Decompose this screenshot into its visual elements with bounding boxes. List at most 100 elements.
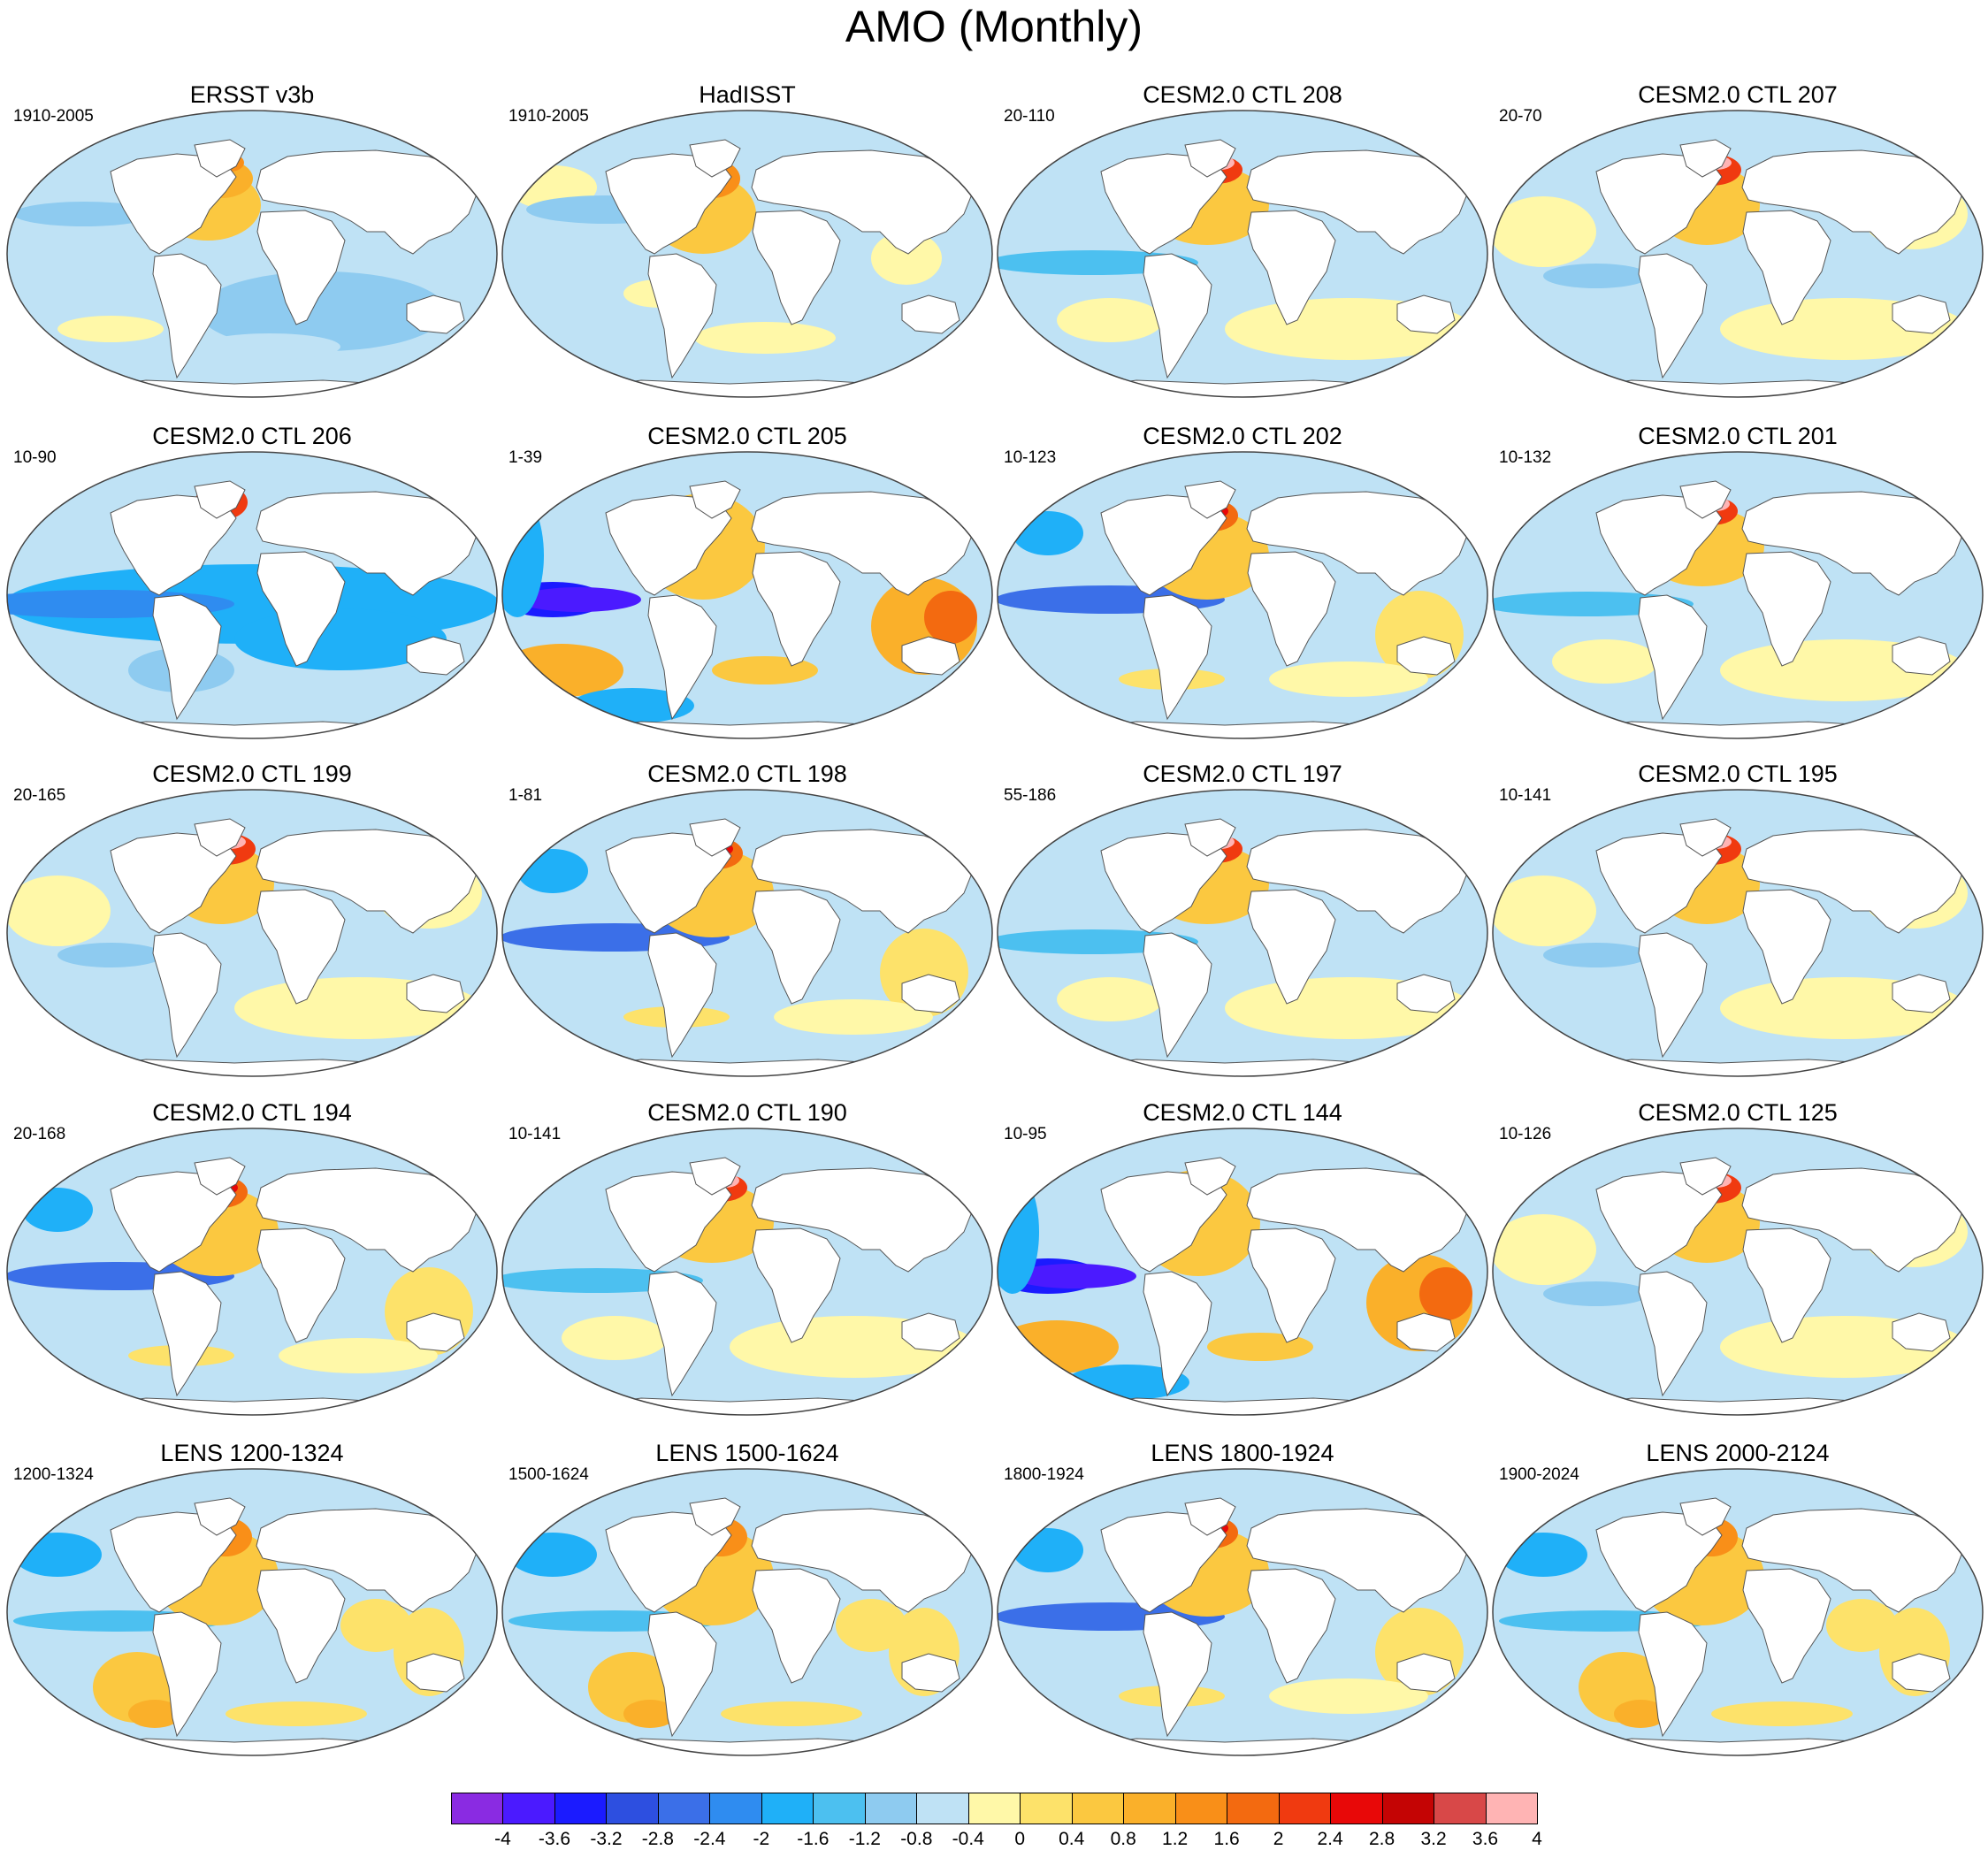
land-eurasia [751,491,974,596]
colorbar-tick-label: -1.2 [848,1829,881,1849]
world-map [501,789,993,1077]
colorbar-tick-label: 2.8 [1368,1829,1395,1849]
panel-year-range: 10-90 [13,448,57,467]
colorbar-swatch [657,1793,711,1824]
anomaly-contour [7,218,497,289]
panel-title: CESM2.0 CTL 197 [1143,761,1342,787]
land-eurasia [1741,1167,1964,1273]
anomaly-contour [871,232,942,285]
map-panel: CESM2.0 CTL 144 10-95 [995,1099,1490,1418]
land-africa [256,210,346,325]
land-south-america [1638,594,1708,721]
land-south-america [1143,253,1212,379]
land-south-america [647,1611,717,1738]
land-eurasia [256,491,478,596]
panel-year-range: 1910-2005 [508,107,589,126]
land-eurasia [1741,149,1964,255]
map-panel: LENS 1500-1624 1500-1624 [500,1440,995,1758]
map-outline [6,1468,498,1756]
colorbar-swatch [1071,1793,1125,1824]
world-map [997,1468,1488,1756]
anomaly-contour [22,1188,93,1232]
map-panel: CESM2.0 CTL 190 10-141 [500,1099,995,1418]
land-australia [406,636,465,676]
land-south-america [1638,1611,1708,1738]
land-south-america [647,594,717,721]
map-panel: CESM2.0 CTL 199 20-165 [4,761,500,1079]
map-outline [997,1128,1488,1416]
map-outline [1492,110,1984,398]
land-south-america [1638,1271,1708,1397]
world-map [997,1128,1488,1416]
land-australia [1396,1653,1456,1693]
world-map [501,1468,993,1756]
anomaly-contour [623,1700,677,1728]
anomaly-contour [226,1701,367,1726]
land-eurasia [1246,829,1469,934]
land-australia [1892,1312,1951,1352]
world-map [1492,1128,1984,1416]
world-map [6,789,498,1077]
panel-year-range: 20-110 [1004,107,1055,126]
anomaly-contour [1419,1267,1472,1320]
map-outline [501,451,993,739]
colorbar-tick-label: -4 [494,1829,511,1849]
colorbar-tick-label: -2 [753,1829,770,1849]
map-outline [501,110,993,398]
map-outline [501,1128,993,1416]
land-south-america [1143,1271,1212,1397]
colorbar-swatch [1174,1793,1228,1824]
colorbar-tick-label: -0.8 [900,1829,933,1849]
colorbar: -4 -3.6 -3.2 -2.8 -2.4 -2 -1.6 -1.2 -0.8 -0.4 0 0.4… [451,1793,1542,1849]
panel-year-range: 10-95 [1004,1125,1047,1143]
land-africa [752,889,841,1005]
panel-year-range: 20-70 [1499,107,1542,126]
panel-title: CESM2.0 CTL 207 [1638,81,1838,108]
map-outline [997,110,1488,398]
anomaly-contour [517,587,641,612]
panel-title: CESM2.0 CTL 195 [1638,761,1838,787]
land-africa [256,1568,346,1684]
colorbar-swatch [916,1793,969,1824]
land-greenland [1679,139,1732,178]
land-south-america [647,253,717,379]
anomaly-contour [279,1338,438,1373]
land-greenland [1679,818,1732,857]
colorbar-tick-label: -2.4 [693,1829,726,1849]
land-eurasia [1246,491,1469,596]
map-outline [6,451,498,739]
land-eurasia [751,1508,974,1613]
map-panel: CESM2.0 CTL 194 20-168 [4,1099,500,1418]
anomaly-contour [57,943,164,967]
colorbar-swatch [1381,1793,1435,1824]
anomaly-contour [1543,943,1649,967]
land-greenland [1184,480,1236,519]
land-greenland [689,1157,741,1196]
map-outline [6,1128,498,1416]
colorbar-swatch [606,1793,659,1824]
land-australia [901,1312,960,1352]
land-south-america [152,253,222,379]
land-africa [1247,889,1336,1005]
panel-title: ERSST v3b [189,81,315,108]
anomaly-contour [1543,264,1649,288]
land-australia [901,974,960,1013]
map-outline [1492,1128,1984,1416]
anomaly-contour [1493,875,1596,946]
land-africa [1742,1568,1831,1684]
colorbar-tick-label: 2 [1273,1829,1284,1849]
anomaly-contour [199,271,447,351]
land-south-america [152,594,222,721]
anomaly-contour [1013,1264,1136,1288]
world-map [1492,789,1984,1077]
panel-year-range: 1800-1924 [1004,1465,1084,1484]
land-africa [752,1568,841,1684]
panel-title: CESM2.0 CTL 198 [647,761,847,787]
land-africa [1742,210,1831,325]
world-map [6,1128,498,1416]
world-map [1492,1468,1984,1756]
anomaly-contour [57,316,164,342]
land-eurasia [1741,491,1964,596]
panel-year-range: 1200-1324 [13,1465,94,1484]
panel-title: LENS 2000-2124 [1646,1440,1830,1466]
